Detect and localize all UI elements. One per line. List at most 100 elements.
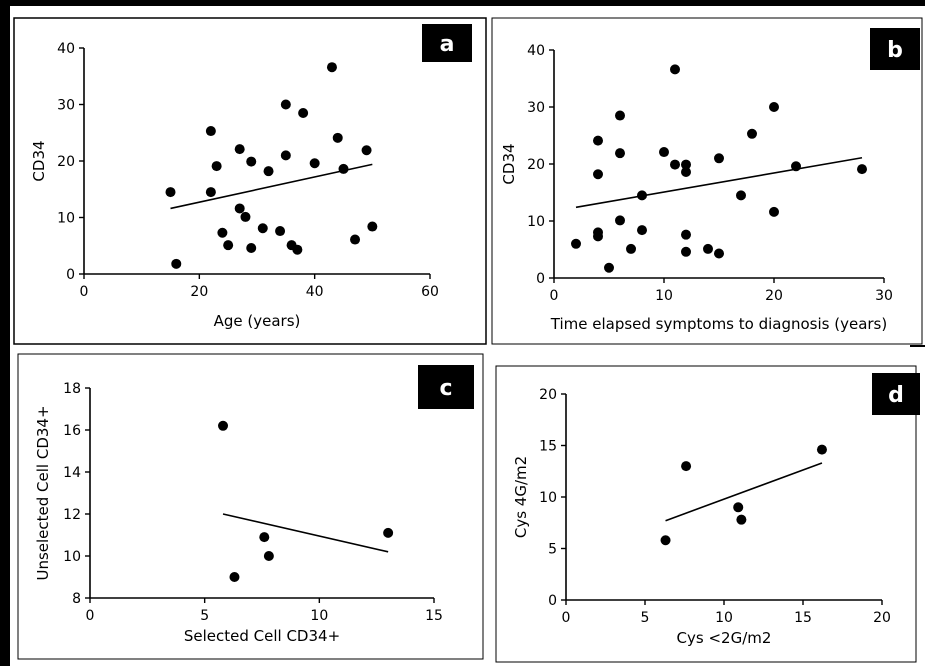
data-point: [234, 203, 245, 214]
data-point: [626, 243, 636, 254]
data-point: [571, 238, 581, 249]
panel-badge: [872, 373, 920, 415]
panel-badge: [422, 24, 472, 62]
data-point: [218, 420, 229, 431]
x-axis-title: Selected Cell CD34+: [184, 627, 340, 645]
panel-letter: d: [888, 383, 904, 408]
x-tick-label: 5: [641, 610, 650, 626]
data-point: [259, 532, 270, 543]
data-point: [309, 158, 320, 169]
data-point: [747, 128, 757, 139]
data-point: [263, 551, 274, 561]
data-point: [338, 163, 349, 174]
data-point: [361, 145, 372, 156]
panel-frame-a: [13, 17, 487, 345]
data-point: [615, 148, 625, 159]
x-tick-label: 15: [425, 608, 443, 624]
data-point: [229, 572, 240, 582]
panel-badge: [418, 365, 474, 409]
x-tick-label: 0: [80, 284, 89, 300]
data-point: [714, 153, 724, 164]
data-point: [263, 166, 274, 177]
y-tick-label: 12: [63, 507, 81, 523]
panel-d: 0 5 10 15 20 0 5 10 15 20 Cys <2G/m2 Cys 4G/m2 d: [512, 373, 920, 647]
data-point: [593, 169, 603, 180]
data-point: [659, 147, 669, 158]
x-tick-label: 40: [306, 284, 324, 300]
data-point: [171, 258, 182, 269]
y-tick-label: 0: [536, 271, 545, 287]
y-tick-label: 10: [527, 214, 545, 230]
y-tick-label: 0: [66, 267, 75, 283]
data-point: [681, 246, 691, 257]
x-tick-label: 10: [310, 608, 328, 624]
data-point: [367, 221, 378, 232]
panel-b: 0 10 20 30 0 10 20 30 40 Time elapsed symptoms to…: [500, 28, 920, 333]
data-point: [637, 190, 647, 201]
x-tick-label: 0: [86, 608, 95, 624]
data-point: [593, 231, 603, 242]
x-tick-label: 10: [655, 288, 673, 304]
data-point: [217, 227, 228, 238]
data-point: [383, 527, 394, 538]
panel-frame-b: [491, 17, 923, 345]
data-point: [670, 64, 680, 75]
data-point: [240, 211, 251, 222]
data-point: [223, 240, 234, 251]
data-point: [246, 156, 257, 167]
y-tick-label: 18: [63, 381, 81, 397]
trend-line: [575, 156, 863, 209]
data-point: [211, 161, 222, 172]
data-point: [681, 461, 692, 472]
y-tick-label: 40: [527, 43, 545, 59]
y-axis-title: Unselected Cell CD34+: [34, 405, 52, 580]
panel-letter: a: [440, 32, 455, 57]
data-point: [298, 107, 309, 118]
y-tick-label: 16: [63, 423, 81, 439]
data-point: [816, 444, 827, 455]
y-tick-label: 20: [539, 387, 557, 403]
y-tick-label: 10: [539, 490, 557, 506]
data-point: [205, 126, 216, 137]
data-point: [703, 243, 713, 254]
data-point: [350, 234, 361, 245]
panel-badge: [870, 28, 920, 70]
y-tick-label: 20: [57, 154, 75, 170]
data-point: [769, 206, 779, 217]
y-axis-title: CD34: [500, 143, 518, 184]
x-axis-title: Cys <2G/m2: [677, 629, 772, 647]
x-tick-label: 15: [794, 610, 812, 626]
data-point: [280, 150, 291, 161]
x-tick-label: 0: [550, 288, 559, 304]
data-point: [769, 102, 779, 112]
y-tick-label: 14: [63, 465, 81, 481]
trend-line: [665, 462, 823, 522]
data-point: [326, 62, 337, 73]
data-point: [736, 514, 747, 525]
data-point: [681, 166, 691, 177]
data-point: [733, 502, 744, 513]
trend-line: [222, 513, 389, 553]
data-point: [615, 215, 625, 226]
x-tick-label: 20: [765, 288, 783, 304]
y-tick-label: 15: [539, 439, 557, 455]
data-point: [615, 110, 625, 121]
data-point: [332, 132, 343, 143]
data-point: [714, 248, 724, 259]
y-axis-title: Cys 4G/m2: [512, 456, 530, 538]
x-tick-label: 10: [715, 610, 733, 626]
data-point: [292, 244, 303, 255]
data-point: [681, 159, 691, 170]
data-point: [670, 159, 680, 170]
x-tick-label: 30: [875, 288, 893, 304]
y-axis-title: CD34: [30, 140, 48, 181]
panel-frame-d: [495, 365, 917, 663]
x-axis-title: Time elapsed symptoms to diagnosis (year…: [550, 315, 887, 333]
data-point: [234, 144, 245, 155]
data-point: [736, 190, 746, 201]
panel-a: 0 20 40 60 0 10 20 30 40 Age (years) CD34 a: [30, 24, 472, 330]
y-tick-label: 30: [57, 98, 75, 114]
data-point: [205, 187, 216, 198]
data-point: [246, 243, 257, 254]
data-point: [637, 225, 647, 236]
